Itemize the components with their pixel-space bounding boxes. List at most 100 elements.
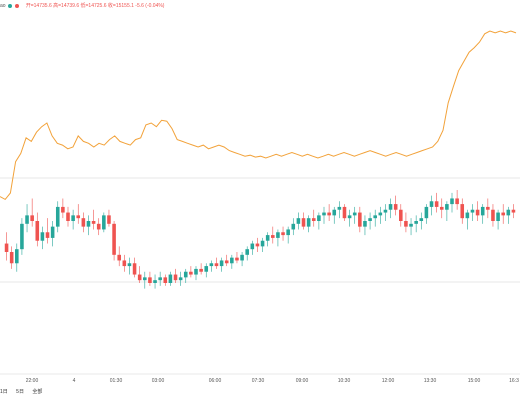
candle-body bbox=[40, 232, 45, 241]
candle-body bbox=[102, 215, 106, 230]
x-tick-label: 4 bbox=[73, 378, 76, 384]
range-5d[interactable]: 5日 bbox=[16, 389, 24, 395]
candle-body bbox=[414, 221, 418, 224]
open-value: 开=14735.6 bbox=[25, 3, 52, 9]
line-series bbox=[0, 30, 517, 201]
candle-body bbox=[45, 232, 50, 238]
status-dot-green bbox=[7, 3, 12, 8]
candle-body bbox=[132, 263, 137, 275]
candle-body bbox=[127, 263, 132, 267]
candle-body bbox=[281, 232, 285, 236]
candle-body bbox=[363, 221, 367, 227]
candle-body bbox=[399, 209, 403, 221]
candle-body bbox=[332, 209, 337, 216]
candle-body bbox=[96, 223, 101, 230]
candle-body bbox=[107, 215, 111, 224]
candle-body bbox=[265, 235, 270, 241]
candle-body bbox=[20, 223, 24, 250]
candle-body bbox=[419, 218, 424, 221]
range-selector: 1日 5日 全部 bbox=[0, 388, 49, 395]
candle-body bbox=[342, 206, 347, 219]
candle-body bbox=[296, 218, 301, 224]
candle-body bbox=[168, 274, 173, 283]
candle-body bbox=[163, 277, 168, 283]
candle-body bbox=[276, 232, 280, 238]
candle-body bbox=[61, 206, 65, 213]
high-value: 高=14739.6 bbox=[53, 3, 80, 9]
candle-body bbox=[337, 206, 342, 210]
close-value: 收=15155.1 bbox=[107, 3, 134, 9]
x-tick-label: 16:3 bbox=[509, 378, 519, 384]
candle-body bbox=[158, 277, 162, 281]
candle-body bbox=[117, 254, 121, 261]
candle-body bbox=[291, 223, 296, 230]
candle-body bbox=[465, 212, 470, 219]
candle-body bbox=[25, 215, 29, 224]
candle-body bbox=[383, 209, 388, 213]
candle-body bbox=[112, 223, 116, 255]
candle-body bbox=[409, 223, 413, 227]
candle-body bbox=[148, 277, 152, 283]
candle-body bbox=[81, 218, 86, 227]
candle-body bbox=[71, 215, 75, 221]
candle-body bbox=[199, 268, 203, 272]
candle-body bbox=[306, 218, 311, 227]
candle-body bbox=[86, 221, 91, 227]
low-value: 低=14725.6 bbox=[80, 3, 107, 9]
candle-body bbox=[501, 212, 505, 216]
candle-body bbox=[189, 271, 193, 275]
candle-body bbox=[9, 252, 14, 264]
candle-body bbox=[352, 212, 357, 216]
range-all[interactable]: 全部 bbox=[32, 389, 43, 395]
candle-body bbox=[475, 209, 480, 216]
candle-body bbox=[209, 263, 214, 267]
candle-body bbox=[194, 268, 198, 275]
candle-body bbox=[214, 263, 219, 267]
candle-body bbox=[445, 204, 449, 210]
candle-body bbox=[143, 277, 147, 281]
candle-body bbox=[91, 221, 96, 224]
x-tick-label: 01:30 bbox=[110, 378, 123, 384]
candle-body bbox=[378, 212, 383, 216]
candle-body bbox=[327, 212, 331, 216]
candle-body bbox=[450, 198, 454, 205]
candle-body bbox=[460, 204, 465, 219]
candle-body bbox=[66, 212, 70, 221]
candle-body bbox=[204, 266, 209, 272]
candle-body bbox=[122, 260, 127, 267]
candle-body bbox=[250, 243, 255, 250]
candle-body bbox=[153, 280, 157, 283]
candle-body bbox=[434, 201, 439, 207]
candle-body bbox=[235, 257, 239, 261]
candle-body bbox=[245, 249, 249, 255]
x-tick-label: 06:00 bbox=[209, 378, 222, 384]
candle-body bbox=[388, 204, 393, 210]
candle-body bbox=[4, 243, 9, 252]
candle-body bbox=[50, 226, 55, 238]
x-tick-label: 10:30 bbox=[338, 378, 351, 384]
candle-body bbox=[347, 215, 352, 219]
candle-body bbox=[439, 206, 444, 210]
candle-body bbox=[35, 221, 40, 241]
candle-body bbox=[55, 206, 60, 227]
candle-body bbox=[15, 249, 19, 264]
candle-body bbox=[137, 274, 142, 281]
x-tick-label: 15:00 bbox=[468, 378, 481, 384]
candle-body bbox=[173, 274, 178, 281]
candle-body bbox=[511, 209, 516, 213]
candle-body bbox=[429, 201, 434, 207]
status-dot-red bbox=[15, 3, 20, 8]
x-tick-label: 12:00 bbox=[382, 378, 395, 384]
candle-body bbox=[373, 215, 377, 219]
candlestick-series bbox=[4, 190, 516, 289]
candle-body bbox=[393, 204, 398, 210]
candle-body bbox=[271, 235, 275, 238]
range-1d[interactable]: 1日 bbox=[0, 389, 8, 395]
candle-body bbox=[30, 215, 34, 221]
candle-body bbox=[491, 209, 495, 221]
candle-body bbox=[455, 198, 459, 205]
symbol-label[interactable]: ao bbox=[0, 3, 6, 9]
x-tick-label: 13:30 bbox=[424, 378, 437, 384]
